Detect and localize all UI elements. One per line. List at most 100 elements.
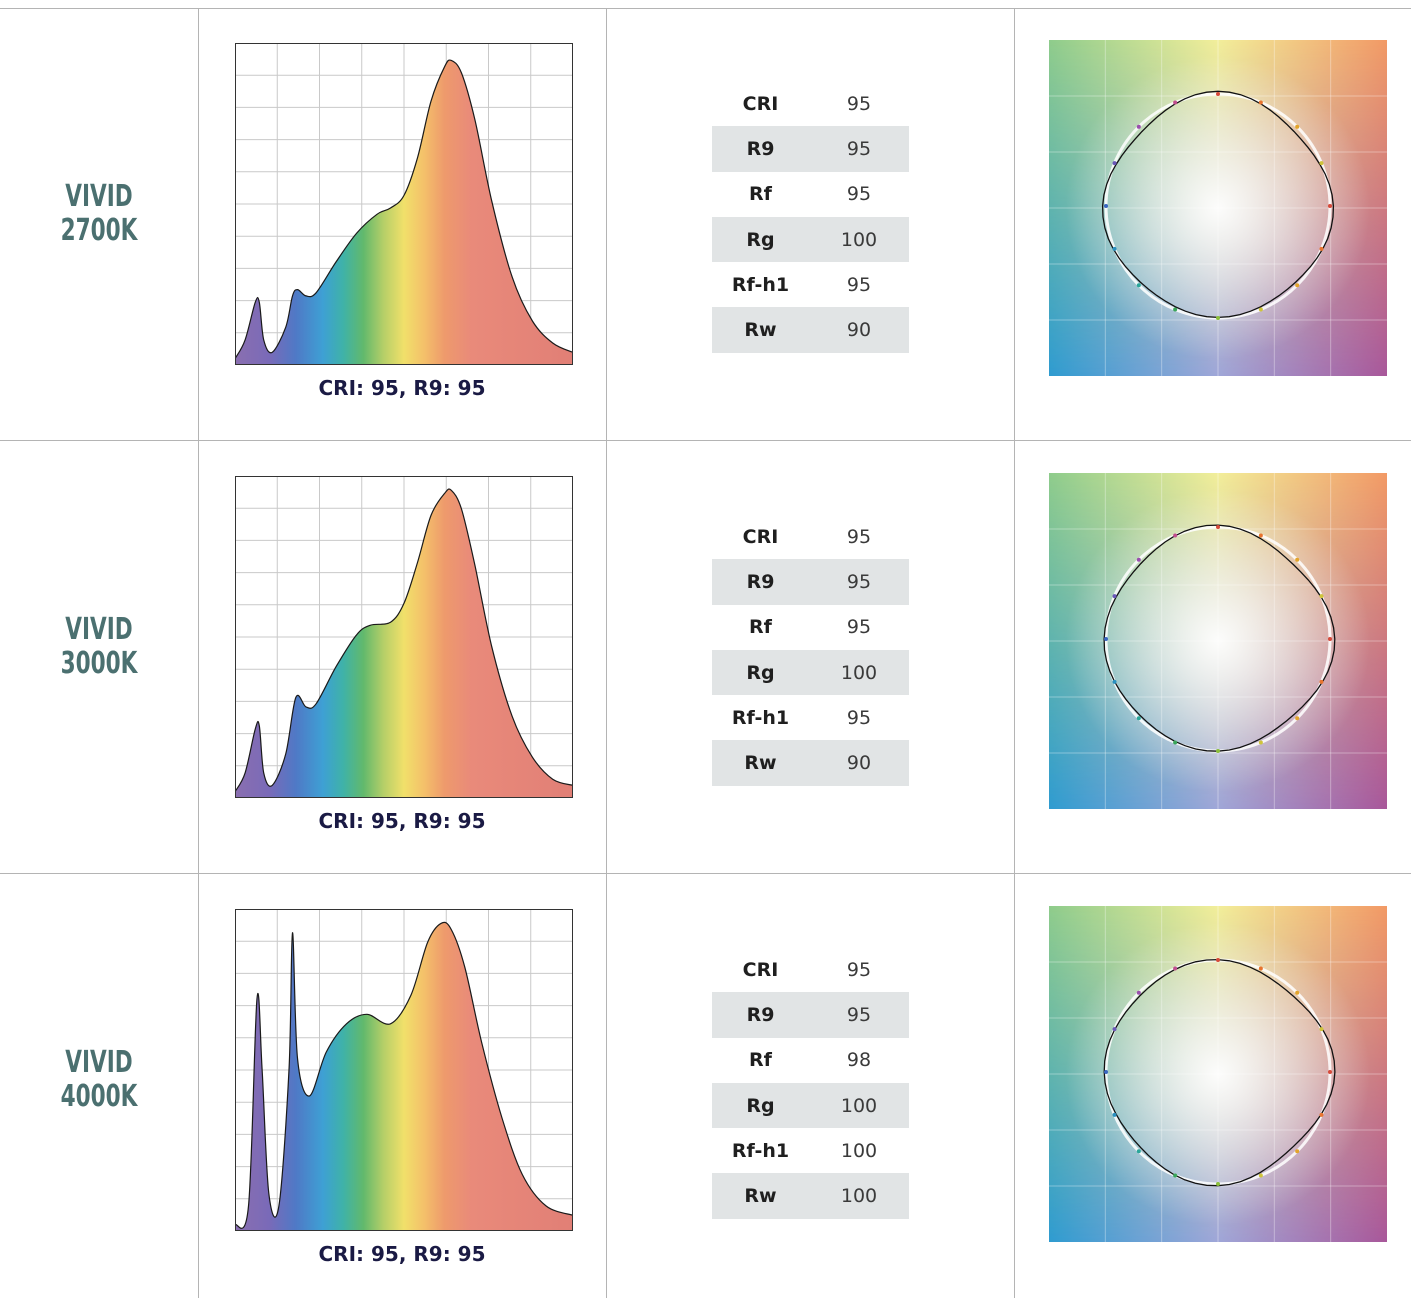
hue-bin-marker [1295,557,1300,562]
hue-bin-marker [1112,1027,1117,1032]
hue-bin-marker [1104,637,1108,641]
metric-row: R9 95 [712,126,909,172]
metric-row: Rf-h1 95 [712,262,909,307]
spectrum-area [235,489,573,798]
metrics-table: CRI 95 R9 95 Rf 98 Rg 100 Rf-h1 100 Rw 100 [712,947,909,1219]
metric-row: Rf 95 [712,605,909,650]
hue-bin-marker [1319,246,1324,251]
hue-bin-marker [1136,716,1141,721]
hue-bin-marker [1136,124,1141,129]
hue-bin-marker [1328,637,1332,641]
hue-bin-marker [1112,161,1117,166]
metric-value: 95 [846,616,872,639]
metric-row: Rf 98 [712,1038,909,1083]
hue-bin-marker [1136,990,1141,995]
color-vector-graphic [1049,473,1387,809]
product-label: VIVID 4000K [28,1046,171,1114]
hue-bin-marker [1319,1112,1324,1117]
spectral-distribution-chart [235,909,573,1231]
metric-value: 100 [840,1094,878,1117]
hue-bin-marker [1258,1173,1263,1178]
test-source-contour [1101,90,1335,319]
metric-row: Rf-h1 95 [712,695,909,740]
metric-value: 95 [846,183,872,206]
metric-name: Rw [744,752,777,775]
hue-bin-marker [1258,533,1263,538]
hue-bin-marker [1173,740,1178,745]
hue-bin-marker [1295,1149,1300,1154]
hue-bin-marker [1216,316,1220,320]
hue-bin-marker [1258,740,1263,745]
color-vector-graphic [1049,40,1387,376]
metric-name: Rf-h1 [731,1139,790,1162]
spd-caption: CRI: 95, R9: 95 [318,376,486,400]
spectrum-line [235,59,573,360]
metric-name: Rg [746,228,775,251]
metric-value: 95 [846,706,872,729]
hue-bin-marker [1258,966,1263,971]
product-name: VIVID [65,179,133,214]
metric-name: Rf [749,183,772,206]
metric-row: Rw 90 [712,740,909,786]
hue-bin-marker [1328,204,1332,208]
hue-bin-marker [1104,1070,1108,1074]
metric-row: CRI 95 [712,81,909,126]
metrics-table: CRI 95 R9 95 Rf 95 Rg 100 Rf-h1 95 Rw 90 [712,81,909,353]
spd-caption: CRI: 95, R9: 95 [318,809,486,833]
product-label: VIVID 3000K [28,613,171,681]
metric-name: Rw [744,1185,777,1208]
product-label: VIVID 2700K [28,180,171,248]
metric-row: CRI 95 [712,514,909,559]
metric-row: Rg 100 [712,1082,909,1129]
hue-bin-marker [1216,1182,1220,1186]
metric-name: Rg [746,1094,775,1117]
table-row: VIVID 3000K CRI: 95, R9: 95 CRI 95 R9 95 R… [0,441,1411,874]
metric-row: R9 95 [712,992,909,1038]
hue-bin-marker [1216,92,1220,96]
hue-bin-marker [1112,1112,1117,1117]
metrics-table: CRI 95 R9 95 Rf 95 Rg 100 Rf-h1 95 Rw 90 [712,514,909,786]
hue-bin-marker [1104,204,1108,208]
spd-caption: CRI: 95, R9: 95 [318,1242,486,1266]
metric-value: 100 [840,1139,878,1162]
spectrum-line [235,488,573,793]
chart-frame [235,476,573,798]
spectral-distribution-chart [235,476,573,798]
product-name: VIVID [65,1045,133,1080]
metric-row: Rf 95 [712,172,909,217]
table-row: VIVID 2700K CRI: 95, R9: 95 CRI 95 R9 95 R… [0,8,1411,441]
table-row: VIVID 4000K CRI: 95, R9: 95 CRI 95 R9 95 R… [0,874,1411,1307]
metric-name: CRI [742,525,779,548]
hue-bin-marker [1295,124,1300,129]
hue-bin-marker [1216,525,1220,529]
metric-value: 95 [846,958,872,981]
metric-name: Rf [749,616,772,639]
column-divider [198,8,199,1298]
metric-value: 98 [846,1049,872,1072]
column-divider [1014,8,1015,1298]
metric-value: 100 [840,228,878,251]
metric-name: CRI [742,92,779,115]
product-name: VIVID [65,612,133,647]
metric-name: Rf [749,1049,772,1072]
row-divider [0,440,1411,441]
metric-name: Rg [746,661,775,684]
metric-value: 95 [846,1003,872,1026]
row-divider [0,873,1411,874]
metric-row: Rw 90 [712,307,909,353]
color-temperature: 2700K [60,213,138,248]
metric-value: 95 [846,273,872,296]
hue-bin-marker [1295,990,1300,995]
metric-value: 90 [846,319,872,342]
metric-row: Rg 100 [712,649,909,696]
hue-bin-marker [1136,283,1141,288]
spectrum-line [235,921,573,1229]
metric-row: Rw 100 [712,1173,909,1219]
hue-bin-marker [1258,100,1263,105]
hue-bin-marker [1216,958,1220,962]
metric-name: Rf-h1 [731,706,790,729]
metric-value: 100 [840,1185,878,1208]
hue-bin-marker [1173,307,1178,312]
hue-bin-marker [1319,161,1324,166]
